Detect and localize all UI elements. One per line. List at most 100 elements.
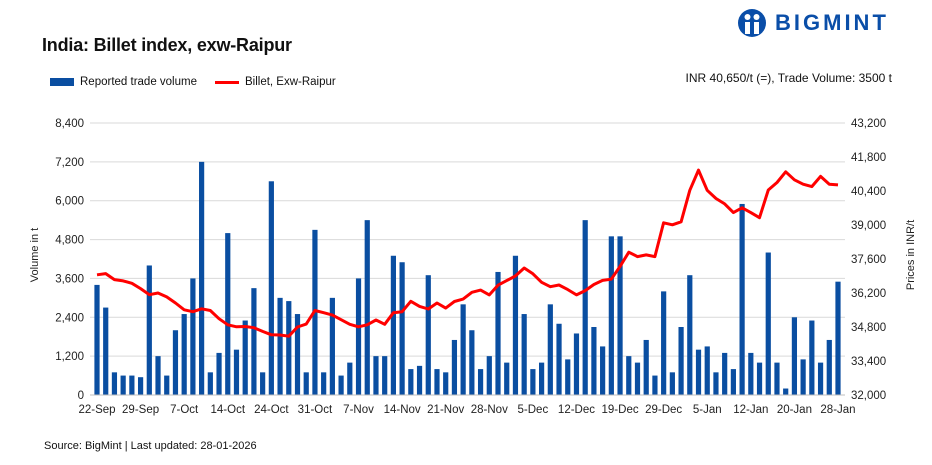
x-tick-label: 22-Sep: [78, 404, 115, 416]
volume-bar: [800, 359, 806, 395]
volume-bar: [329, 297, 335, 395]
volume-bar: [181, 314, 187, 395]
y2-tick-label: 39,000: [851, 220, 886, 232]
logo-text: BIGMINT: [775, 10, 889, 35]
y2-tick-label: 43,200: [851, 118, 886, 130]
volume-bar: [617, 236, 623, 395]
volume-bar: [486, 356, 492, 395]
volume-bar: [251, 288, 257, 395]
x-tick-label: 24-Oct: [254, 404, 289, 416]
volume-bar: [129, 375, 135, 395]
volume-bar: [469, 330, 475, 395]
x-tick-label: 7-Oct: [170, 404, 199, 416]
volume-bar: [748, 352, 754, 395]
x-tick-label: 5-Dec: [518, 404, 549, 416]
volume-bar: [809, 320, 815, 395]
volume-bar: [286, 301, 292, 395]
volume-bar: [338, 375, 344, 395]
volume-bar: [608, 236, 614, 395]
y2-tick-label: 37,600: [851, 254, 886, 266]
volume-bar: [399, 262, 405, 395]
volume-bar: [434, 369, 440, 395]
volume-bar: [373, 356, 379, 395]
y2-tick-label: 41,800: [851, 152, 886, 164]
legend-label: Billet, Exw-Raipur: [244, 76, 336, 88]
price-line: [96, 168, 839, 338]
y-tick-label: 2,400: [55, 312, 84, 324]
volume-bar: [233, 349, 240, 395]
volume-bar: [817, 362, 824, 395]
x-tick-label: 31-Oct: [298, 404, 333, 416]
volume-bar: [303, 372, 309, 395]
volume-bar: [172, 330, 179, 395]
volume-bar: [835, 281, 841, 395]
volume-bar: [626, 356, 632, 395]
volume-bar: [277, 297, 283, 395]
volume-bar: [382, 356, 388, 395]
legend-item-volume: Reported trade volume: [50, 76, 197, 88]
volume-bar: [600, 346, 606, 395]
volume-bar: [460, 304, 466, 395]
volume-bar: [573, 333, 580, 395]
x-tick-label: 12-Dec: [558, 404, 595, 416]
legend-swatch-line: [214, 80, 239, 84]
volume-bar: [199, 161, 205, 395]
volume-bar: [225, 233, 231, 395]
x-tick-label: 29-Sep: [122, 404, 159, 416]
y-tick-label: 3,600: [55, 273, 84, 285]
x-tick-label: 28-Jan: [820, 404, 855, 416]
volume-bar: [242, 320, 248, 395]
volume-bar: [547, 304, 553, 395]
volume-bar: [408, 369, 414, 395]
volume-bar: [756, 362, 763, 395]
chart-legend: Reported trade volume Billet, Exw-Raipur: [50, 76, 354, 88]
volume-bar: [294, 314, 301, 395]
y-tick-label: 4,800: [55, 235, 84, 247]
volume-bar: [704, 346, 710, 395]
volume-bar: [504, 362, 510, 395]
x-tick-label: 21-Nov: [427, 404, 464, 416]
x-tick-label: 7-Nov: [343, 404, 374, 416]
volume-bar: [120, 375, 126, 395]
volume-bar: [137, 377, 144, 395]
volume-bar: [687, 275, 693, 395]
volume-bar: [321, 372, 327, 395]
volume-bar: [416, 365, 423, 395]
volume-bar: [207, 372, 213, 395]
volume-bar: [556, 323, 562, 395]
x-tick-label: 20-Jan: [777, 404, 812, 416]
x-tick-label: 14-Nov: [384, 404, 421, 416]
volume-bar: [652, 375, 658, 395]
x-tick-label: 5-Jan: [693, 404, 722, 416]
volume-bar: [364, 220, 370, 395]
volume-bar: [791, 317, 798, 395]
volume-bar: [678, 327, 684, 395]
bigmint-logo: BIGMINT: [737, 8, 889, 38]
volume-bar: [443, 372, 449, 395]
volume-bar: [355, 278, 362, 395]
volume-bar: [495, 271, 501, 395]
volume-bar: [826, 339, 832, 395]
volume-bar: [111, 372, 118, 395]
volume-bar: [643, 339, 649, 395]
volume-bar: [94, 284, 100, 395]
y2-tick-label: 34,800: [851, 322, 886, 334]
y2-tick-label: 33,400: [851, 356, 886, 368]
y-tick-label: 6,000: [55, 196, 84, 208]
volume-bar: [146, 265, 152, 395]
x-tick-label: 14-Oct: [211, 404, 246, 416]
price-volume-summary: INR 40,650/t (=), Trade Volume: 3500 t: [685, 71, 892, 85]
volume-bar: [739, 203, 745, 395]
x-tick-label: 29-Dec: [645, 404, 682, 416]
volume-bar: [634, 362, 641, 395]
volume-bar: [713, 372, 719, 395]
x-tick-label: 19-Dec: [602, 404, 639, 416]
bigmint-logo-icon: [738, 9, 766, 37]
y2-tick-label: 32,000: [851, 390, 886, 402]
volume-bar: [730, 369, 736, 395]
legend-swatch-bar: [50, 78, 74, 86]
source-note: Source: BigMint | Last updated: 28-01-20…: [44, 440, 257, 452]
volume-bar: [783, 388, 789, 395]
y2-tick-label: 36,200: [851, 288, 886, 300]
